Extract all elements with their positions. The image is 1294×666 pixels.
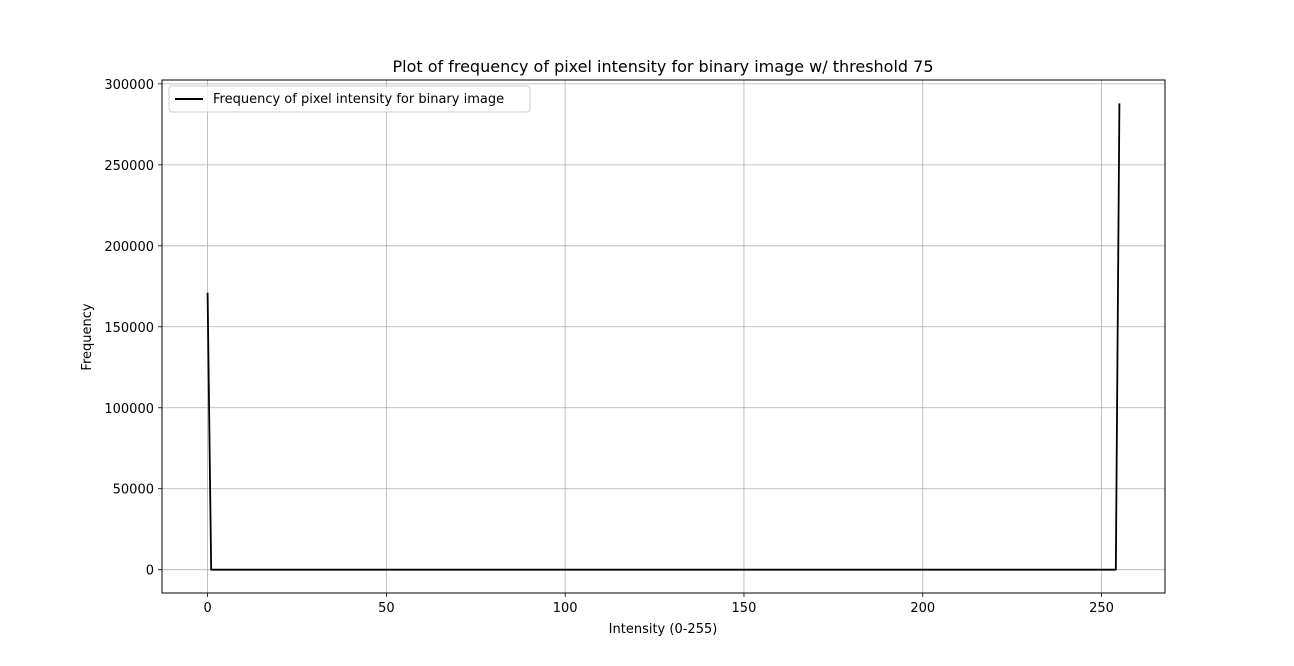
y-tick-label: 250000 [104, 159, 154, 174]
x-tick-label: 250 [1089, 601, 1114, 616]
legend-box [168, 85, 531, 113]
y-tick-label: 150000 [104, 321, 154, 336]
legend-entry: Frequency of pixel intensity for binary … [213, 92, 504, 107]
y-axis-label: Frequency [80, 303, 95, 370]
x-tick-label: 0 [203, 601, 211, 616]
y-tick-label: 50000 [113, 483, 154, 498]
x-tick-label: 100 [553, 601, 578, 616]
x-tick-label: 150 [732, 601, 757, 616]
plot-frame [161, 79, 1166, 594]
x-tick-label: 200 [910, 601, 935, 616]
x-axis-ticks: 0 50 100 150 200 250 [203, 593, 1114, 616]
y-tick-label: 200000 [104, 240, 154, 255]
chart-title: Plot of frequency of pixel intensity for… [392, 57, 933, 76]
y-tick-label: 300000 [104, 78, 154, 93]
y-tick-label: 100000 [104, 402, 154, 417]
series-line [206, 103, 1121, 571]
y-axis-ticks: 0 50000 100000 150000 200000 250000 300000 [104, 78, 162, 579]
x-tick-label: 50 [378, 601, 395, 616]
series-layer [206, 103, 1121, 571]
plot-area [162, 80, 1165, 593]
legend: Frequency of pixel intensity for binary … [168, 85, 531, 113]
y-tick-label: 0 [146, 564, 154, 579]
x-axis-label: Intensity (0-255) [609, 622, 718, 637]
